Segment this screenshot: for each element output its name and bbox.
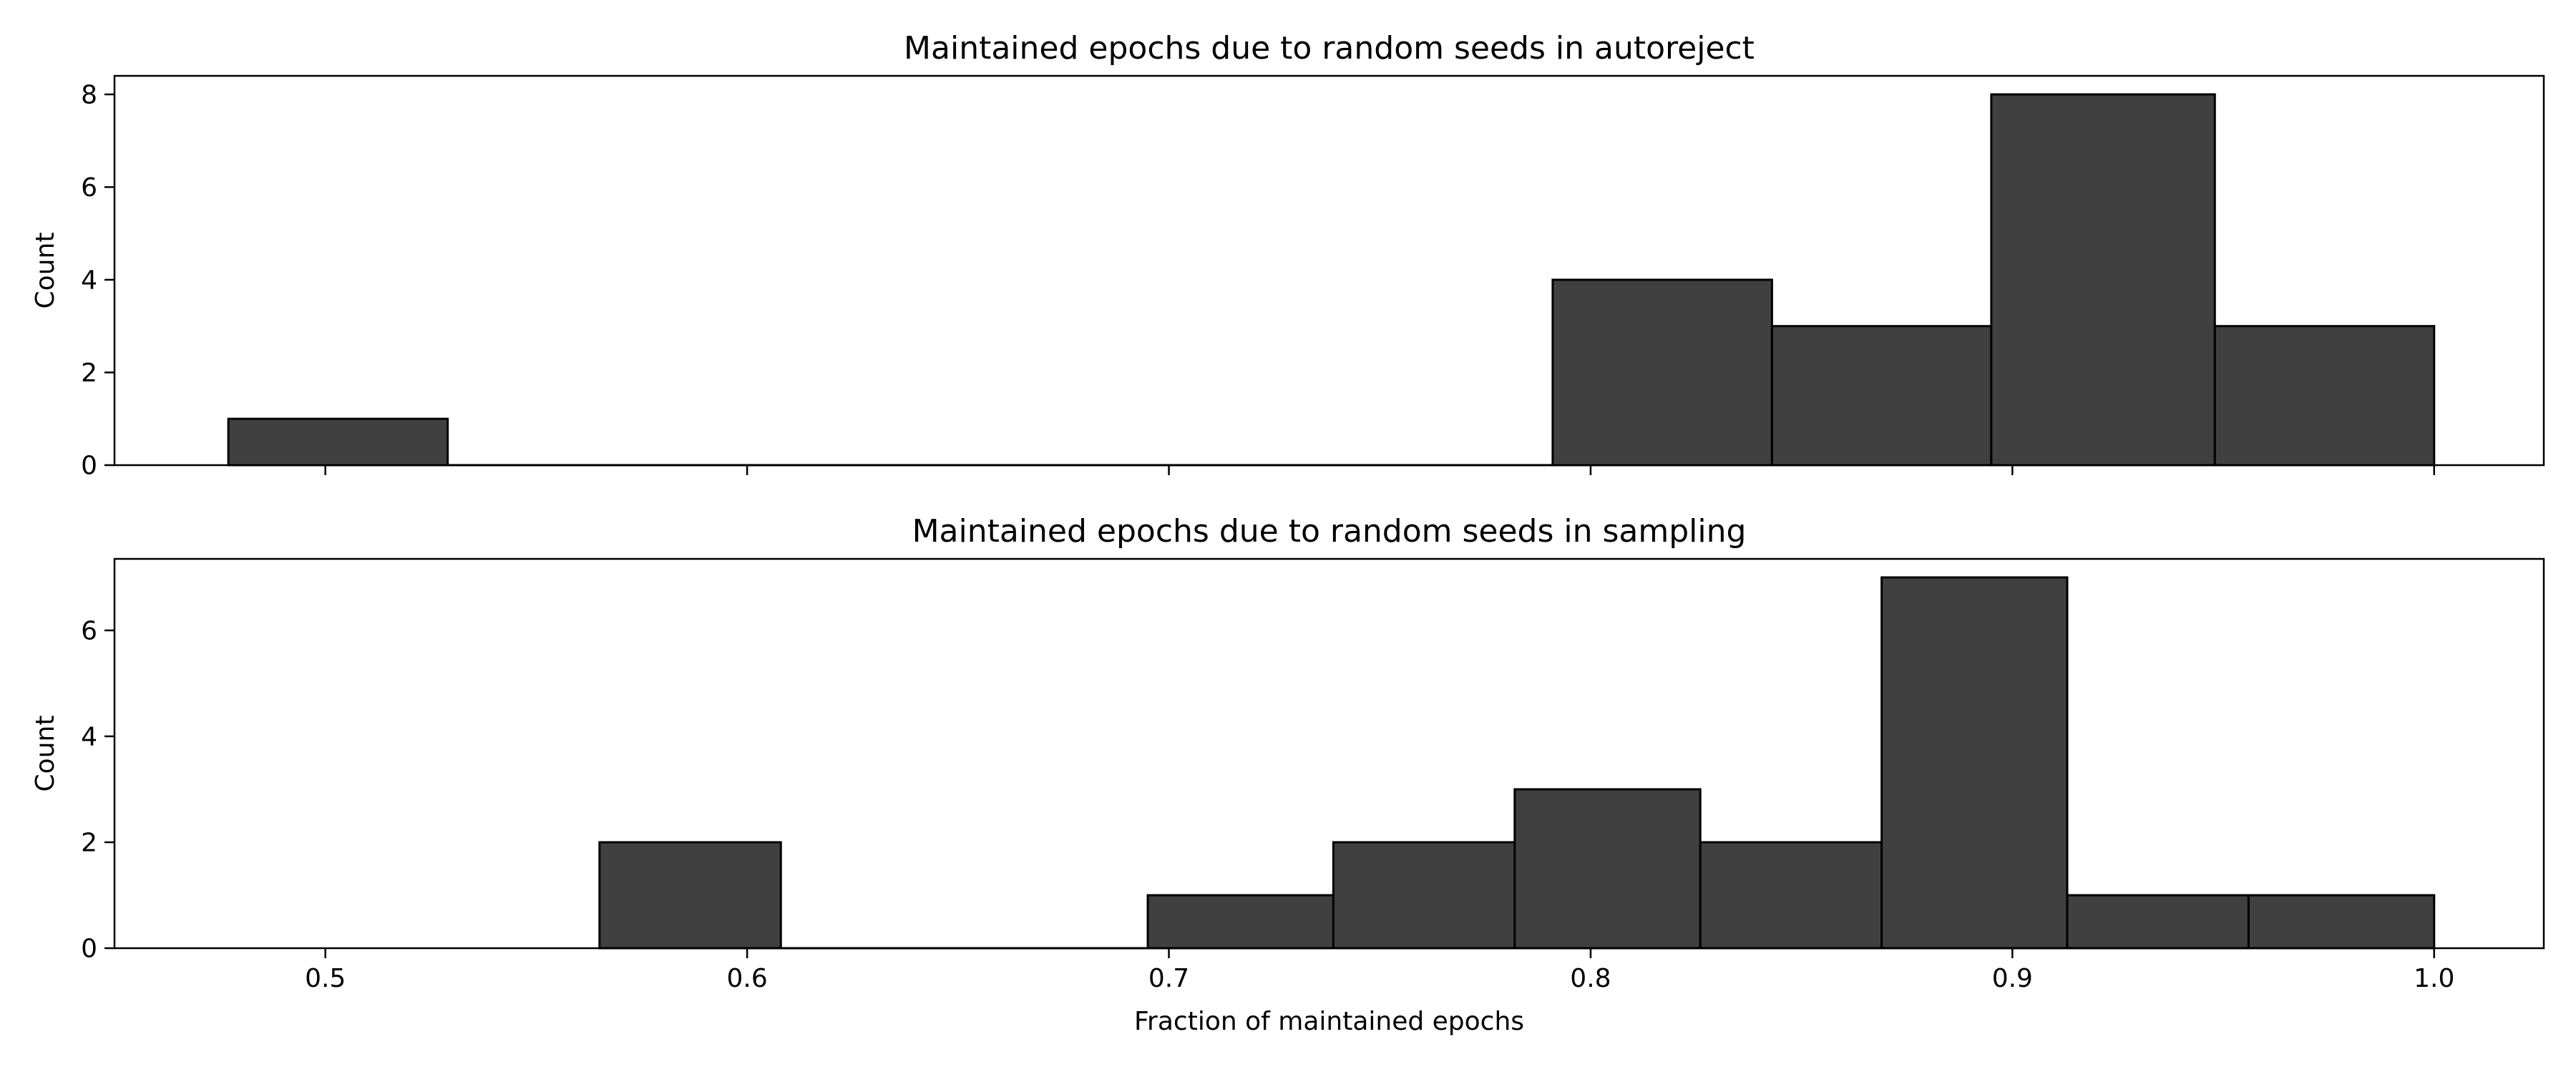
histogram-bar — [2067, 895, 2248, 948]
chart-panel-1: 0 2 4 6 8 Maintained epochs due to random see… — [31, 30, 2544, 481]
x-tick-label: 0.6 — [726, 964, 767, 993]
y-tick-label: 0 — [81, 935, 97, 964]
histogram-bar — [2215, 326, 2434, 465]
chart-title: Maintained epochs due to random seeds in… — [904, 30, 1755, 67]
x-tick-label: 0.9 — [1992, 964, 2033, 993]
chart-title: Maintained epochs due to random seeds in… — [912, 513, 1747, 550]
y-tick-label: 2 — [81, 359, 97, 388]
y-axis-label: Count — [31, 233, 60, 309]
y-tick-label: 6 — [81, 617, 97, 646]
histogram-bar — [1553, 280, 1772, 465]
histogram-bar — [1333, 842, 1514, 948]
x-tick-label: 0.7 — [1148, 964, 1189, 993]
x-axis-label: Fraction of maintained epochs — [1134, 1007, 1524, 1036]
histogram-bar — [228, 419, 447, 465]
axes-frame — [114, 559, 2544, 948]
histogram-bar — [1772, 326, 1991, 465]
histogram-bar — [1882, 578, 2067, 948]
histogram-bar — [1515, 789, 1700, 948]
y-tick-label: 2 — [81, 829, 97, 858]
chart-panel-2: 0 2 4 6 0.5 0.6 0.7 0.8 0.9 1.0 Maintained epochs … — [31, 513, 2544, 1036]
histogram-bar — [1700, 842, 1881, 948]
histogram-bar — [600, 842, 781, 948]
histogram-bar — [2248, 895, 2434, 948]
histogram-bar — [1148, 895, 1333, 948]
y-tick-label: 0 — [81, 452, 97, 481]
y-tick-label: 8 — [81, 81, 97, 110]
x-tick-label: 0.8 — [1570, 964, 1611, 993]
histogram-bar — [1991, 94, 2215, 465]
y-axis-label: Count — [31, 716, 60, 792]
y-tick-label: 4 — [81, 723, 97, 752]
x-tick-label: 0.5 — [305, 964, 346, 993]
x-tick-label: 1.0 — [2414, 964, 2454, 993]
y-tick-label: 6 — [81, 173, 97, 203]
y-tick-label: 4 — [81, 266, 97, 296]
